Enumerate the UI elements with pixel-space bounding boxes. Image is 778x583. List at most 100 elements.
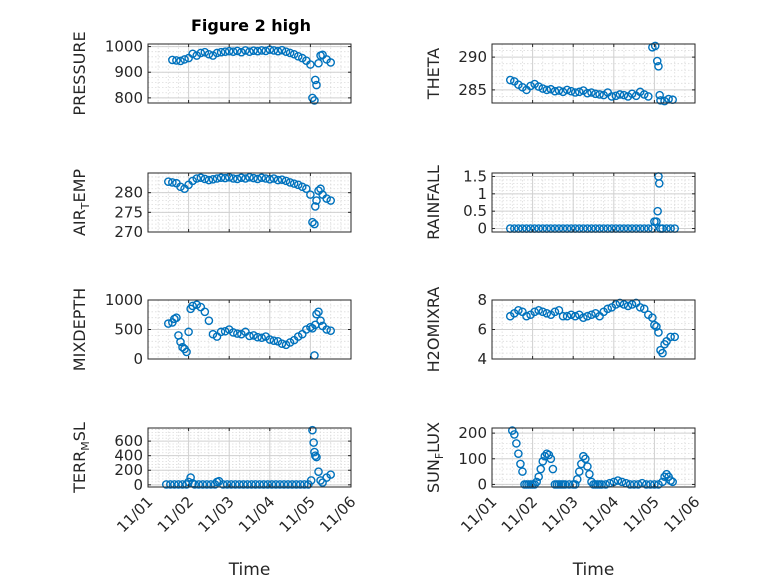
- y-axis-label-main: AIR: [70, 209, 89, 236]
- data-point: [566, 310, 576, 320]
- data-point: [658, 477, 667, 487]
- data-point: [202, 480, 212, 489]
- data-point: [228, 47, 238, 56]
- data-point: [204, 316, 214, 325]
- data-point: [572, 475, 582, 484]
- data-point: [650, 480, 659, 489]
- data-point: [658, 348, 667, 358]
- data-point: [182, 480, 191, 489]
- data-point: [581, 454, 590, 464]
- data-point: [591, 89, 600, 99]
- data-point: [316, 316, 325, 325]
- data-point: [512, 439, 521, 448]
- data-point: [283, 480, 293, 489]
- y-axis-label: SUNFLUX: [424, 422, 446, 493]
- data-point: [653, 206, 662, 216]
- data-point: [224, 46, 234, 56]
- data-point: [518, 467, 527, 476]
- data-point: [666, 332, 675, 342]
- data-point: [308, 93, 317, 103]
- axes-frame: [147, 427, 352, 488]
- data-point: [308, 425, 317, 435]
- x-tick-label: 11/01: [457, 493, 500, 536]
- data-point: [607, 92, 617, 101]
- data-point: [597, 480, 606, 489]
- data-point: [237, 47, 246, 57]
- subplot-6: 4 6 8 H2OMIXRA: [424, 287, 696, 372]
- data-point: [293, 180, 303, 190]
- data-point: [322, 194, 331, 203]
- data-point: [184, 327, 193, 337]
- data-point: [662, 469, 671, 479]
- subplot-4: 00.511.5 RAINFALL: [424, 165, 696, 240]
- y-tick-label: 290: [458, 48, 487, 66]
- y-axis-label: PRESSURE: [70, 31, 89, 115]
- data-point: [200, 307, 210, 317]
- data-point: [253, 174, 262, 184]
- data-point: [220, 173, 230, 183]
- y-axis-label: AIRTEMP: [70, 169, 92, 236]
- data-point: [306, 190, 315, 199]
- data-point: [558, 87, 568, 97]
- data-point: [542, 308, 552, 318]
- data-point: [652, 56, 662, 66]
- data-point: [249, 46, 258, 55]
- data-point: [514, 449, 523, 458]
- data-point: [269, 46, 279, 55]
- data-point: [534, 472, 543, 482]
- data-point: [216, 173, 226, 183]
- data-point: [615, 90, 625, 99]
- data-point: [546, 84, 556, 94]
- data-point: [314, 58, 323, 68]
- data-point: [188, 49, 197, 59]
- data-point: [550, 86, 560, 96]
- data-point: [633, 480, 643, 489]
- data-point: [611, 91, 621, 101]
- data-point: [269, 336, 279, 346]
- data-point: [200, 47, 210, 57]
- y-axis-label-main: THETA: [424, 48, 443, 100]
- data-point: [558, 311, 568, 321]
- y-axis-label: RAINFALL: [424, 165, 443, 240]
- data-point: [241, 46, 250, 55]
- y-tick-label: 0: [477, 475, 487, 493]
- data-point: [326, 470, 336, 479]
- data-point: [554, 86, 564, 95]
- data-point: [245, 173, 254, 182]
- y-tick-label: 500: [114, 321, 143, 339]
- y-tick-label: 0.5: [463, 202, 487, 220]
- data-point: [257, 46, 266, 55]
- data-point: [271, 480, 281, 489]
- x-tick-label: 11/02: [498, 493, 541, 536]
- data-point: [310, 447, 319, 457]
- data-point: [186, 473, 195, 482]
- data-point: [300, 480, 309, 489]
- data-point: [312, 196, 321, 205]
- data-point: [635, 303, 645, 312]
- data-point: [562, 85, 572, 95]
- data-point: [587, 310, 596, 320]
- data-point: [574, 87, 584, 97]
- data-point: [302, 184, 311, 194]
- y-axis-label-main: SUN: [424, 459, 443, 493]
- data-point: [660, 472, 669, 482]
- y-tick-label: 900: [114, 63, 143, 81]
- x-tick-label: 11/04: [235, 493, 278, 536]
- data-point: [570, 311, 580, 321]
- data-point: [536, 464, 546, 474]
- data-point: [245, 331, 254, 341]
- data-point: [188, 301, 197, 311]
- data-point: [243, 480, 252, 489]
- data-point: [310, 75, 320, 85]
- y-tick-label: 1: [477, 185, 487, 203]
- data-point: [287, 480, 297, 489]
- data-point: [279, 480, 289, 489]
- data-point: [326, 326, 336, 335]
- y-tick-label: 285: [458, 81, 487, 99]
- data-point: [285, 48, 295, 58]
- data-point: [656, 96, 665, 105]
- data-point: [196, 48, 206, 58]
- x-tick-label: 11/05: [276, 493, 319, 536]
- data-point: [218, 480, 228, 489]
- subplot-2: 285 290 THETA: [424, 41, 696, 106]
